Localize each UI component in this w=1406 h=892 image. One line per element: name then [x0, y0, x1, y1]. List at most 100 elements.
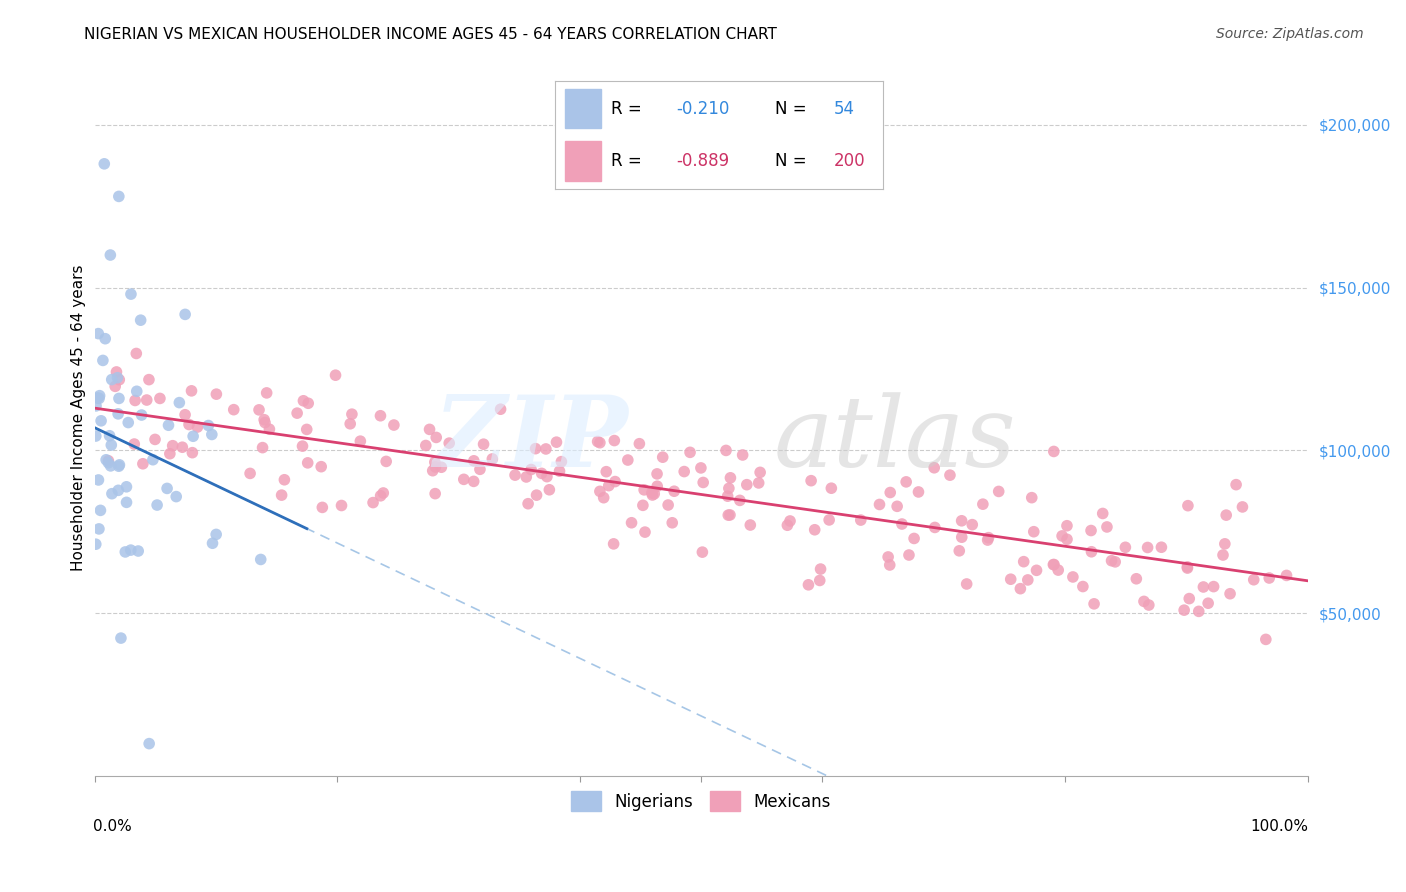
Point [295, 422, 318, 436]
Point [526, 488, 548, 502]
Point [692, 475, 714, 490]
Point [530, 467, 553, 481]
Point [423, 455, 446, 469]
Point [423, 486, 446, 500]
Point [664, 484, 686, 499]
Point [138, 737, 160, 751]
Point [253, 416, 276, 430]
Point [463, 475, 485, 489]
Point [361, 495, 384, 509]
Point [489, 402, 512, 417]
Point [370, 489, 392, 503]
Point [894, 475, 917, 489]
Point [149, 392, 172, 406]
Point [169, 395, 191, 409]
Point [339, 417, 361, 431]
Point [124, 393, 146, 408]
Point [1177, 561, 1199, 575]
Point [156, 482, 179, 496]
Point [89, 503, 111, 517]
Point [97, 456, 120, 470]
Point [869, 498, 891, 512]
Point [1104, 555, 1126, 569]
Point [1022, 524, 1045, 539]
Point [127, 544, 149, 558]
Point [174, 408, 197, 422]
Point [1219, 587, 1241, 601]
Point [1213, 537, 1236, 551]
Point [536, 469, 558, 483]
Point [779, 514, 801, 528]
Point [1173, 603, 1195, 617]
Point [172, 440, 194, 454]
Point [877, 549, 900, 564]
Point [586, 434, 609, 449]
Point [692, 545, 714, 559]
Point [620, 516, 643, 530]
Point [1017, 573, 1039, 587]
Point [538, 483, 561, 497]
Point [422, 464, 444, 478]
Point [1047, 563, 1070, 577]
Point [117, 416, 139, 430]
Point [1188, 604, 1211, 618]
Text: Source: ZipAtlas.com: Source: ZipAtlas.com [1216, 27, 1364, 41]
Legend: Nigerians, Mexicans: Nigerians, Mexicans [565, 784, 838, 818]
Point [162, 439, 184, 453]
Text: 0.0%: 0.0% [93, 819, 132, 834]
Point [108, 458, 131, 472]
Point [180, 384, 202, 398]
Point [472, 437, 495, 451]
Point [1125, 572, 1147, 586]
Point [818, 513, 841, 527]
Point [589, 484, 612, 499]
Point [90, 414, 112, 428]
Point [1197, 596, 1219, 610]
Point [735, 477, 758, 491]
Point [602, 537, 624, 551]
Point [1056, 533, 1078, 547]
Point [595, 465, 617, 479]
Point [100, 373, 122, 387]
Point [1192, 580, 1215, 594]
Point [108, 392, 131, 406]
Point [645, 479, 668, 493]
Point [94, 452, 117, 467]
Point [252, 441, 274, 455]
Point [987, 484, 1010, 499]
Point [1025, 563, 1047, 577]
Point [181, 429, 204, 443]
Point [247, 402, 270, 417]
Point [1133, 594, 1156, 608]
Point [731, 448, 754, 462]
Point [1050, 529, 1073, 543]
Point [98, 428, 121, 442]
Point [717, 489, 740, 503]
Point [177, 417, 200, 432]
Point [748, 475, 770, 490]
Point [879, 485, 901, 500]
Point [976, 533, 998, 547]
Point [143, 433, 166, 447]
Point [122, 437, 145, 451]
Point [142, 452, 165, 467]
Point [808, 574, 831, 588]
Point [340, 407, 363, 421]
Point [515, 470, 537, 484]
Point [100, 438, 122, 452]
Point [661, 516, 683, 530]
Point [1083, 597, 1105, 611]
Point [107, 407, 129, 421]
Point [87, 522, 110, 536]
Point [1091, 507, 1114, 521]
Point [84, 429, 107, 443]
Point [1150, 540, 1173, 554]
Point [728, 493, 751, 508]
Point [135, 392, 157, 407]
Point [1043, 444, 1066, 458]
Point [550, 455, 572, 469]
Point [205, 527, 228, 541]
Point [1080, 545, 1102, 559]
Point [120, 543, 142, 558]
Point [1215, 508, 1237, 522]
